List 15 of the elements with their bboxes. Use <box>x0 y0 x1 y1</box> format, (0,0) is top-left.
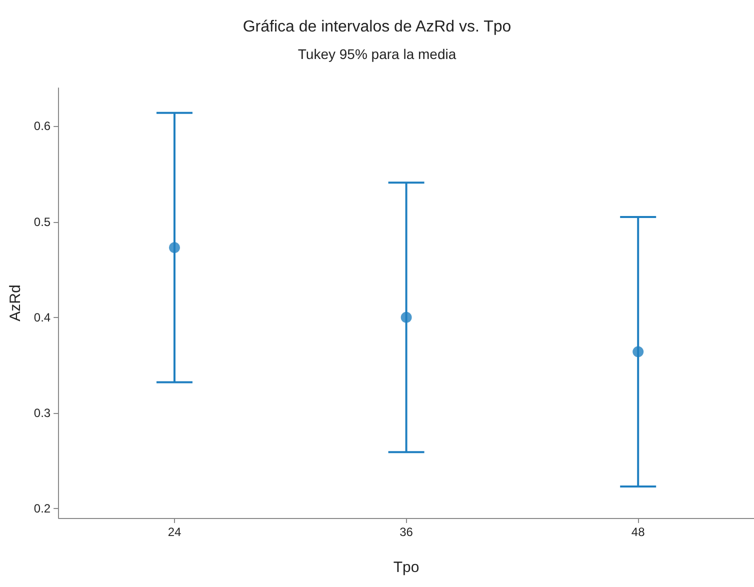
y-tick-label: 0.6 <box>34 119 51 134</box>
x-tick-label: 48 <box>631 525 646 539</box>
x-axis-title: Tpo <box>393 559 420 576</box>
y-tick-label: 0.3 <box>34 406 51 420</box>
y-tick-label: 0.4 <box>34 310 51 324</box>
x-tick-label: 24 <box>168 525 182 539</box>
y-axis-title: AzRd <box>7 284 24 322</box>
chart-subtitle: Tukey 95% para la media <box>298 46 456 62</box>
x-tick-label: 36 <box>400 525 414 539</box>
chart-title: Gráfica de intervalos de AzRd vs. Tpo <box>242 18 512 36</box>
y-tick-label: 0.5 <box>34 214 51 229</box>
y-tick-label: 0.2 <box>34 501 51 516</box>
point <box>168 242 180 254</box>
point <box>632 346 644 358</box>
point <box>400 312 412 323</box>
